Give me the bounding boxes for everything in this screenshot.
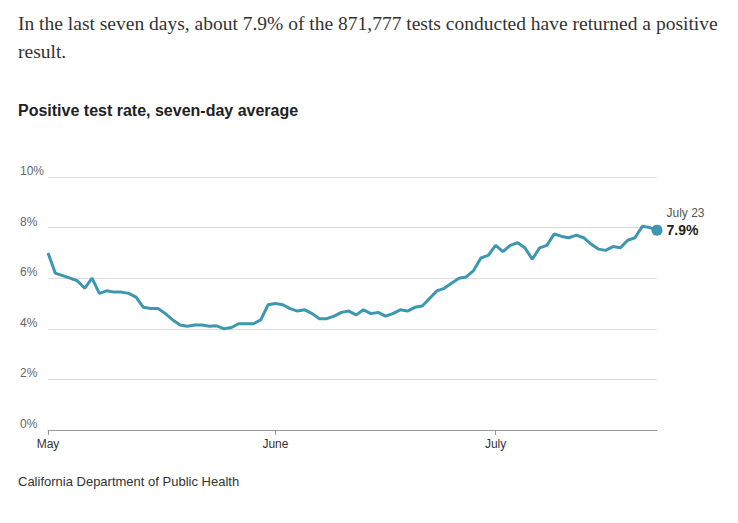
- svg-text:May: May: [37, 437, 60, 451]
- svg-text:6%: 6%: [20, 265, 38, 279]
- svg-text:10%: 10%: [20, 164, 44, 178]
- svg-text:July: July: [485, 437, 506, 451]
- html-text:California Department of Publi: California Department of Public Health: [18, 474, 240, 489]
- svg-text:8%: 8%: [20, 215, 38, 229]
- svg-text:7.9%: 7.9%: [667, 222, 699, 238]
- svg-text:June: June: [262, 437, 288, 451]
- svg-text:0%: 0%: [20, 417, 38, 431]
- html-text:Positive test rate, seven-day: Positive test rate, seven-day average: [18, 102, 299, 119]
- svg-text:4%: 4%: [20, 316, 38, 330]
- svg-text:July 23: July 23: [667, 206, 705, 220]
- svg-text:2%: 2%: [20, 366, 38, 380]
- html-text:In the last seven days, about: In the last seven days, about 7.9% of th…: [18, 13, 718, 62]
